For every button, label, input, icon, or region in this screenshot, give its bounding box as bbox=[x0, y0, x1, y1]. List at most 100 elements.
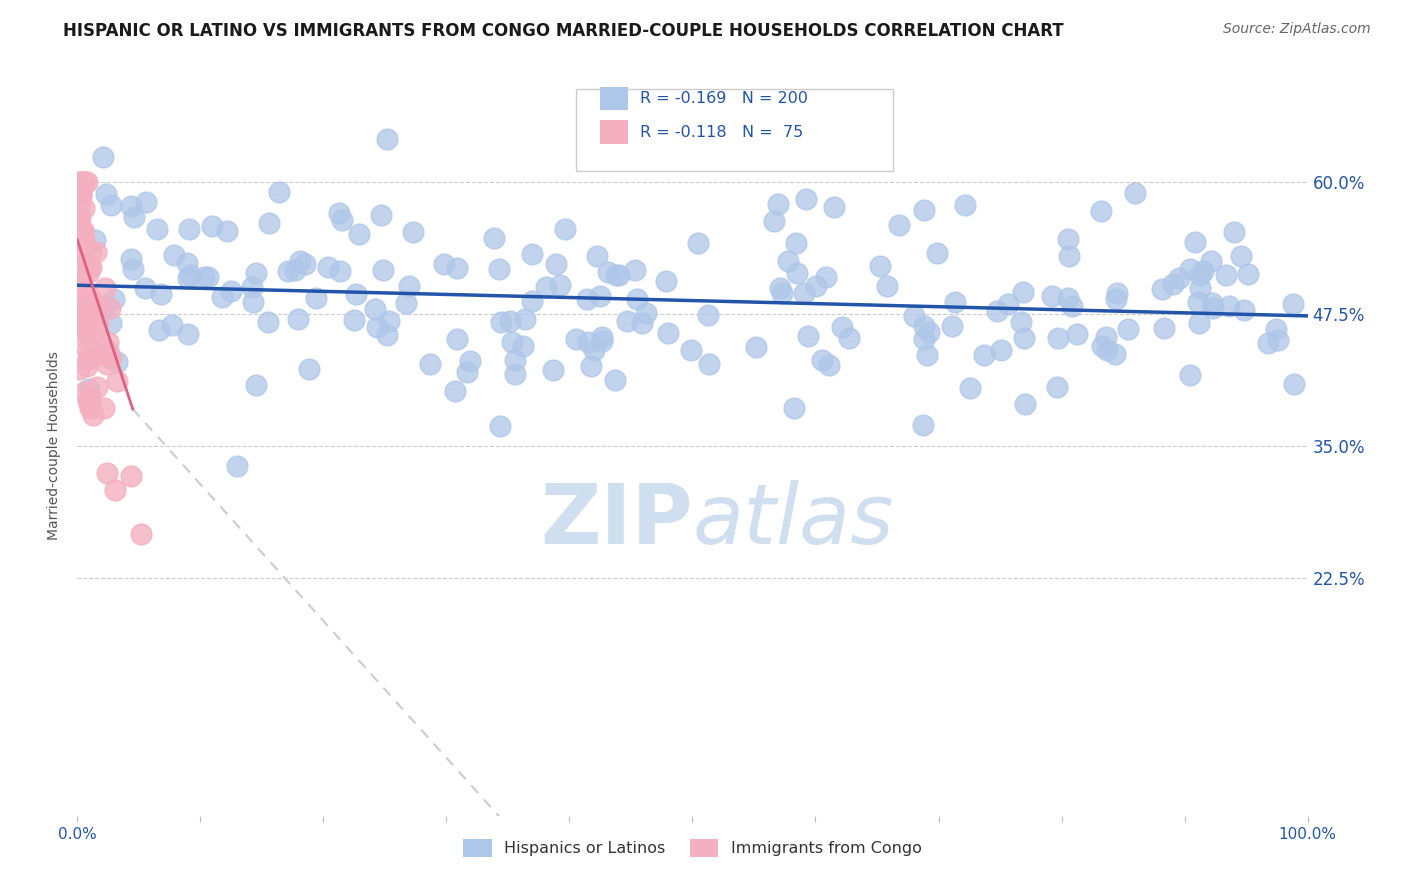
Point bbox=[489, 315, 512, 329]
Point bbox=[79, 390, 101, 404]
Point bbox=[97, 335, 120, 350]
Point bbox=[77, 265, 100, 279]
Point bbox=[636, 306, 658, 320]
Point bbox=[69, 326, 91, 341]
Point bbox=[76, 175, 98, 189]
Point bbox=[67, 362, 90, 376]
Point bbox=[77, 351, 100, 365]
Point bbox=[520, 294, 543, 309]
Point bbox=[1010, 315, 1032, 329]
Point bbox=[1192, 264, 1215, 278]
Point bbox=[624, 263, 647, 277]
Point bbox=[242, 280, 264, 294]
Point bbox=[73, 261, 96, 276]
Point bbox=[82, 409, 104, 423]
Point bbox=[456, 365, 478, 379]
Point bbox=[1223, 225, 1246, 239]
Point bbox=[97, 346, 120, 360]
Point bbox=[73, 385, 96, 400]
Point bbox=[290, 254, 312, 268]
Point bbox=[522, 247, 544, 261]
Point bbox=[776, 254, 799, 268]
Point bbox=[697, 357, 720, 371]
Point bbox=[103, 292, 125, 306]
Point bbox=[1188, 281, 1211, 295]
Point bbox=[67, 278, 90, 293]
Point bbox=[91, 347, 114, 361]
Point bbox=[72, 175, 94, 189]
Point bbox=[76, 293, 98, 308]
Point bbox=[489, 419, 512, 434]
Point bbox=[912, 332, 935, 346]
Point bbox=[148, 323, 170, 337]
Point bbox=[501, 335, 523, 350]
Point bbox=[1178, 262, 1201, 277]
Point bbox=[1161, 277, 1184, 292]
Point bbox=[419, 357, 441, 371]
Point bbox=[134, 280, 156, 294]
Point bbox=[503, 353, 526, 368]
Point bbox=[959, 381, 981, 395]
Point bbox=[150, 286, 173, 301]
Point bbox=[762, 214, 785, 228]
Point bbox=[100, 351, 122, 365]
Point bbox=[688, 235, 710, 250]
Text: atlas: atlas bbox=[693, 480, 894, 560]
Point bbox=[176, 255, 198, 269]
Point bbox=[94, 298, 117, 312]
Point bbox=[818, 359, 841, 373]
Point bbox=[1264, 322, 1286, 336]
Point bbox=[1046, 380, 1069, 394]
Point bbox=[986, 303, 1008, 318]
Point bbox=[96, 357, 118, 371]
Point bbox=[73, 175, 96, 189]
Point bbox=[744, 340, 766, 354]
Point bbox=[925, 245, 948, 260]
Point bbox=[75, 321, 97, 335]
Point bbox=[363, 302, 385, 317]
Point bbox=[1091, 339, 1114, 353]
Point bbox=[482, 231, 505, 245]
Point bbox=[179, 221, 201, 235]
Point bbox=[565, 332, 588, 346]
Point bbox=[794, 192, 817, 206]
Point bbox=[366, 320, 388, 334]
Point bbox=[76, 359, 98, 374]
Point bbox=[1105, 292, 1128, 306]
Point bbox=[1150, 282, 1173, 296]
Point bbox=[73, 175, 96, 189]
Point bbox=[433, 257, 456, 271]
Point bbox=[785, 236, 807, 251]
Point bbox=[1237, 267, 1260, 281]
Point bbox=[79, 382, 101, 396]
Point bbox=[1057, 291, 1080, 305]
Point bbox=[797, 329, 820, 343]
Point bbox=[94, 343, 117, 357]
Point bbox=[160, 318, 183, 333]
Point bbox=[179, 268, 201, 283]
Point bbox=[831, 320, 853, 334]
Point bbox=[72, 227, 94, 241]
Point bbox=[395, 295, 418, 310]
Point bbox=[197, 270, 219, 285]
Point bbox=[77, 301, 100, 316]
Point bbox=[70, 186, 93, 201]
Point bbox=[104, 483, 127, 497]
Point bbox=[215, 224, 238, 238]
Point bbox=[84, 244, 107, 259]
Point bbox=[120, 199, 142, 213]
Point bbox=[87, 316, 110, 330]
Point bbox=[80, 341, 103, 355]
Point bbox=[122, 210, 145, 224]
Point bbox=[804, 279, 827, 293]
Point bbox=[591, 334, 613, 349]
Point bbox=[811, 352, 834, 367]
Point bbox=[912, 418, 935, 433]
Point bbox=[1107, 285, 1129, 300]
Text: ZIP: ZIP bbox=[540, 480, 693, 560]
Point bbox=[1218, 300, 1240, 314]
Point bbox=[814, 270, 837, 285]
Point bbox=[177, 271, 200, 285]
Point bbox=[1059, 249, 1081, 263]
Point bbox=[1012, 331, 1035, 345]
